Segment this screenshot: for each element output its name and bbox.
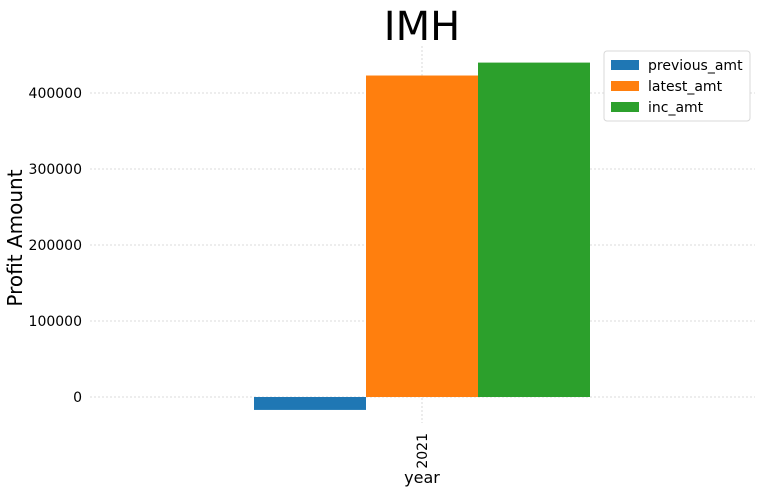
bar-inc_amt (478, 62, 590, 397)
bar-latest_amt (366, 75, 478, 398)
y-tick-label: 100000 (29, 314, 82, 330)
legend-swatch-previous_amt (611, 60, 639, 70)
legend: previous_amt latest_amt inc_amt (603, 50, 751, 122)
y-axis-label: Profit Amount (3, 169, 27, 306)
x-axis-label: year (404, 468, 440, 487)
y-tick-label: 0 (73, 390, 82, 406)
x-tick-label: 2021 (415, 433, 431, 469)
bars (254, 62, 590, 410)
y-tick-label: 400000 (29, 86, 82, 102)
legend-swatch-inc_amt (611, 102, 639, 112)
y-axis-ticks: 0 100000 200000 300000 400000 (29, 86, 82, 406)
chart-title: IMH (384, 4, 460, 50)
bar-previous_amt (254, 397, 366, 410)
x-axis-ticks: 2021 (415, 433, 431, 469)
y-tick-label: 200000 (29, 238, 82, 254)
legend-label-previous_amt: previous_amt (648, 58, 743, 74)
legend-box (603, 50, 751, 122)
legend-label-inc_amt: inc_amt (648, 100, 704, 116)
legend-label-latest_amt: latest_amt (648, 79, 723, 95)
y-tick-label: 300000 (29, 162, 82, 178)
legend-swatch-latest_amt (611, 81, 639, 91)
